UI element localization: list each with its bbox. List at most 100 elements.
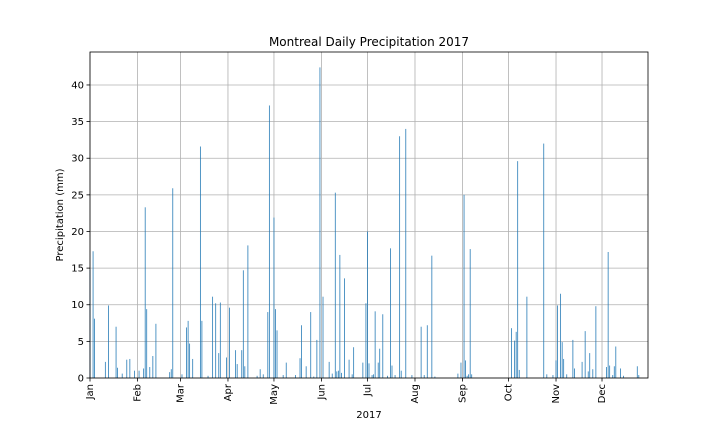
precipitation-bar [138,370,140,378]
precipitation-bar [92,251,94,378]
precipitation-bar [552,375,554,378]
precipitation-bar [399,136,401,378]
precipitation-bar [609,365,611,378]
precipitation-bar [149,367,151,378]
precipitation-bar [181,374,183,378]
precipitation-bar [405,128,407,378]
precipitation-bar [471,374,473,378]
precipitation-bar [589,353,591,378]
precipitation-bar [215,303,217,378]
precipitation-bar [316,339,318,378]
precipitation-bar [373,374,374,378]
precipitation-bar [557,305,558,378]
precipitation-bar [612,375,614,378]
precipitation-bar [371,375,373,378]
y-tick-label: 40 [71,80,84,91]
precipitation-bar [121,373,123,378]
x-tick-label: Dec [597,384,608,403]
precipitation-bar [469,249,471,378]
precipitation-bar [192,358,194,378]
precipitation-bar [319,67,321,378]
precipitation-bar [374,311,376,378]
precipitation-bar [457,373,459,378]
precipitation-bar [466,375,468,378]
y-axis-ticks: 0 5 10 15 20 25 30 35 40 [71,80,90,385]
precipitation-bar [613,366,615,378]
y-tick-label: 10 [71,300,84,311]
precipitation-bar [581,361,583,378]
precipitation-bar [572,339,574,378]
precipitation-bar [275,309,276,378]
precipitation-bar [129,358,131,378]
y-tick-label: 25 [71,190,84,201]
x-tick-label: Sep [458,384,469,403]
precipitation-bar [423,375,425,378]
precipitation-bar [362,362,364,378]
precipitation-bar [247,245,249,378]
y-tick-label: 20 [71,227,84,238]
x-tick-label: Apr [223,383,234,401]
precipitation-bar [339,254,341,378]
precipitation-bar [341,372,342,378]
precipitation-bar [420,326,422,378]
precipitation-bar [592,369,594,378]
precipitation-bar [543,143,545,378]
precipitation-bar [115,326,117,378]
precipitation-bar [387,375,388,378]
precipitation-bar [331,373,333,378]
precipitation-bar [636,366,638,378]
x-tick-label: May [269,384,280,405]
precipitation-bar [411,375,413,378]
y-tick-label: 30 [71,154,84,165]
precipitation-bar [546,374,548,378]
x-tick-label: Jul [362,384,373,397]
precipitation-bar [207,375,209,378]
precipitation-bar [620,368,621,378]
precipitation-bar [566,374,568,378]
y-axis-label: Precipitation (mm) [55,168,66,261]
precipitation-bar [526,296,528,378]
precipitation-bar [273,217,275,378]
precipitation-bar [322,296,324,378]
precipitation-bar [336,371,338,378]
precipitation-bar [126,359,128,378]
precipitation-bar [517,161,519,378]
precipitation-bar [295,375,296,378]
precipitation-bar [94,318,95,378]
precipitation-bar [172,188,174,378]
precipitation-bar [189,343,191,378]
precipitation-bar [219,302,221,378]
precipitation-bar [242,270,244,378]
precipitation-bar [134,370,135,378]
x-tick-label: Aug [410,384,421,404]
precipitation-bar [259,369,261,378]
precipitation-bar [511,328,512,378]
precipitation-bar [268,105,270,379]
precipitation-bar [368,363,370,378]
precipitation-bar [218,353,220,378]
x-tick-label: Oct [504,384,515,401]
precipitation-bar [434,376,436,378]
precipitation-bar [391,365,393,378]
x-axis-label: 2017 [356,410,381,421]
x-tick-label: Jan [85,384,96,400]
precipitation-bar [367,231,368,378]
precipitation-bar [155,323,157,378]
precipitation-bar [276,330,278,378]
precipitation-bar [244,366,246,378]
x-axis-ticks: Jan Feb Mar Apr May Jun Jul Aug Sep Oct Nov Dec [85,378,608,405]
precipitation-bar [282,375,284,378]
precipitation-bar [241,350,243,378]
precipitation-bar [187,320,189,378]
precipitation-bar [400,370,402,378]
precipitation-bar [170,369,172,378]
precipitation-bar [607,251,609,378]
precipitation-bar [144,207,146,378]
precipitation-bar [337,370,339,378]
precipitation-bar [465,360,466,378]
precipitation-bar [328,361,330,378]
precipitation-bar [229,307,230,378]
precipitation-bar [104,361,106,378]
precipitation-bar [638,375,640,378]
